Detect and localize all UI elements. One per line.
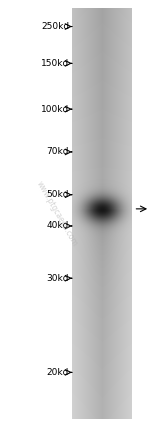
Text: www.ptgcaeco.com: www.ptgcaeco.com: [35, 180, 79, 248]
Text: 250kd: 250kd: [41, 22, 69, 31]
Text: 100kd: 100kd: [41, 104, 69, 114]
Text: 150kd: 150kd: [41, 59, 69, 68]
Text: 40kd: 40kd: [47, 221, 69, 231]
Text: 30kd: 30kd: [46, 273, 69, 283]
Text: 50kd: 50kd: [46, 190, 69, 199]
Text: 20kd: 20kd: [47, 368, 69, 377]
Text: 70kd: 70kd: [46, 147, 69, 157]
